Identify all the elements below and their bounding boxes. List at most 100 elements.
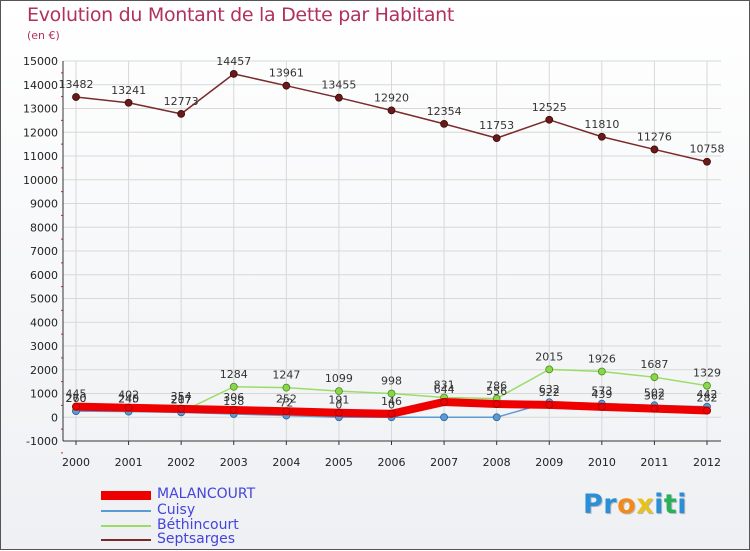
- data-labels: 13482 13241 12773 14457 13961 13455 12920 12354…: [59, 55, 725, 411]
- data-label-septsarges: 13961: [269, 67, 304, 80]
- data-point-septsarges: [703, 157, 711, 166]
- data-point-septsarges: [177, 109, 186, 118]
- x-tick-label: 2001: [115, 456, 143, 469]
- data-point-bethincourt: [229, 382, 238, 391]
- data-label-cuisy: 138: [223, 395, 244, 408]
- data-point-malancourt: [703, 406, 711, 415]
- series-layer: [72, 69, 711, 422]
- data-label-malancourt: 439: [591, 388, 612, 401]
- data-label-bethincourt: 1247: [272, 369, 300, 382]
- data-label-bethincourt: 217: [171, 393, 192, 406]
- data-point-malancourt: [72, 402, 80, 411]
- x-tick-label: 2003: [220, 456, 248, 469]
- data-label-septsarges: 13241: [111, 84, 146, 97]
- y-tick-label: 3000: [30, 340, 58, 353]
- data-label-malancourt: 252: [276, 392, 297, 405]
- data-label-septsarges: 12354: [427, 105, 462, 118]
- x-tick-label: 2000: [62, 456, 90, 469]
- y-tick-label: 9000: [30, 198, 58, 211]
- data-label-malancourt: 354: [171, 390, 192, 403]
- data-point-septsarges: [597, 132, 606, 141]
- data-point-bethincourt: [335, 387, 343, 396]
- data-point-malancourt: [177, 404, 186, 413]
- data-label-bethincourt: 270: [66, 392, 87, 405]
- data-label-bethincourt: 998: [381, 375, 402, 388]
- legend-swatch-septsarges: [101, 539, 151, 541]
- data-point-malancourt: [229, 406, 238, 414]
- data-label-bethincourt: 831: [434, 379, 455, 392]
- data-point-septsarges: [545, 115, 554, 124]
- data-label-cuisy: 0: [335, 398, 342, 411]
- data-point-septsarges: [124, 98, 133, 107]
- y-tick-label: 0: [51, 411, 58, 424]
- data-point-bethincourt: [650, 373, 659, 382]
- data-label-malancourt: 191: [328, 394, 349, 407]
- data-point-cuisy: [492, 413, 501, 422]
- data-point-septsarges: [229, 69, 238, 78]
- data-label-cuisy: 573: [591, 385, 612, 398]
- x-tick-label: 2004: [272, 456, 300, 469]
- data-point-bethincourt: [387, 389, 396, 398]
- data-label-septsarges: 13455: [321, 79, 356, 92]
- data-label-malancourt: 445: [66, 388, 87, 401]
- legend-label-malancourt: MALANCOURT: [157, 486, 256, 502]
- y-tick-label: 5000: [30, 293, 58, 306]
- data-point-malancourt: [387, 409, 396, 418]
- data-label-septsarges: 12773: [164, 95, 199, 108]
- y-tick-label: -1000: [26, 435, 58, 448]
- data-label-bethincourt: 245: [118, 392, 139, 405]
- data-label-malancourt: 146: [381, 395, 402, 408]
- data-label-malancourt: 402: [118, 389, 139, 402]
- legend-label-bethincourt: Béthincourt: [157, 517, 239, 533]
- y-tick-label: 1000: [30, 388, 58, 401]
- data-label-cuisy: 442: [697, 388, 718, 401]
- y-tick-label: 12000: [23, 126, 58, 139]
- data-point-septsarges: [335, 93, 343, 102]
- data-label-septsarges: 14457: [216, 55, 251, 68]
- x-tick-label: 2006: [378, 456, 406, 469]
- data-point-septsarges: [72, 93, 80, 101]
- data-point-septsarges: [650, 145, 659, 154]
- proxiti-logo: Proxiti: [583, 489, 688, 520]
- y-tick-label: 13000: [23, 103, 58, 116]
- data-point-malancourt: [545, 400, 554, 409]
- data-label-cuisy: 502: [644, 386, 665, 399]
- y-tick-label: 4000: [30, 316, 58, 329]
- data-point-septsarges: [282, 81, 291, 90]
- y-tick-label: 11000: [23, 150, 58, 163]
- y-tick-label: 15000: [23, 55, 58, 68]
- legend-label-cuisy: Cuisy: [157, 502, 196, 518]
- x-tick-label: 2010: [588, 456, 616, 469]
- legend-label-septsarges: Septsarges: [157, 531, 236, 547]
- data-label-bethincourt: 2015: [535, 350, 563, 363]
- data-label-malancourt: 306: [223, 391, 244, 404]
- y-tick-label: 8000: [30, 221, 58, 234]
- data-label-malancourt: 362: [644, 390, 665, 403]
- data-label-bethincourt: 1926: [588, 353, 616, 366]
- x-tick-label: 2012: [693, 456, 721, 469]
- legend-swatch-cuisy: [101, 510, 151, 512]
- y-tick-label: 14000: [23, 79, 58, 92]
- data-label-septsarges: 11810: [584, 118, 619, 131]
- data-label-cuisy: 207: [171, 393, 192, 406]
- data-point-bethincourt: [597, 367, 606, 376]
- y-tick-label: 7000: [30, 245, 58, 258]
- data-label-septsarges: 11276: [637, 130, 672, 143]
- data-label-bethincourt: 1329: [693, 367, 721, 380]
- data-point-malancourt: [282, 407, 291, 416]
- data-point-malancourt: [124, 403, 133, 412]
- axes: -1000 0 1000 2000 3000 4000 5000 6000 7000 8000 90…: [23, 55, 721, 469]
- x-tick-label: 2005: [325, 456, 353, 469]
- data-label-septsarges: 10758: [690, 143, 725, 156]
- x-tick-label: 2007: [430, 456, 458, 469]
- data-label-septsarges: 11753: [479, 119, 514, 132]
- data-point-malancourt: [650, 404, 659, 413]
- data-label-malancourt: 556: [486, 385, 507, 398]
- x-tick-label: 2008: [483, 456, 511, 469]
- legend-swatch-bethincourt: [101, 525, 151, 527]
- unit-label: (en €): [27, 29, 60, 42]
- data-point-bethincourt: [282, 383, 291, 392]
- data-point-septsarges: [492, 134, 501, 143]
- data-label-bethincourt: 786: [486, 380, 507, 393]
